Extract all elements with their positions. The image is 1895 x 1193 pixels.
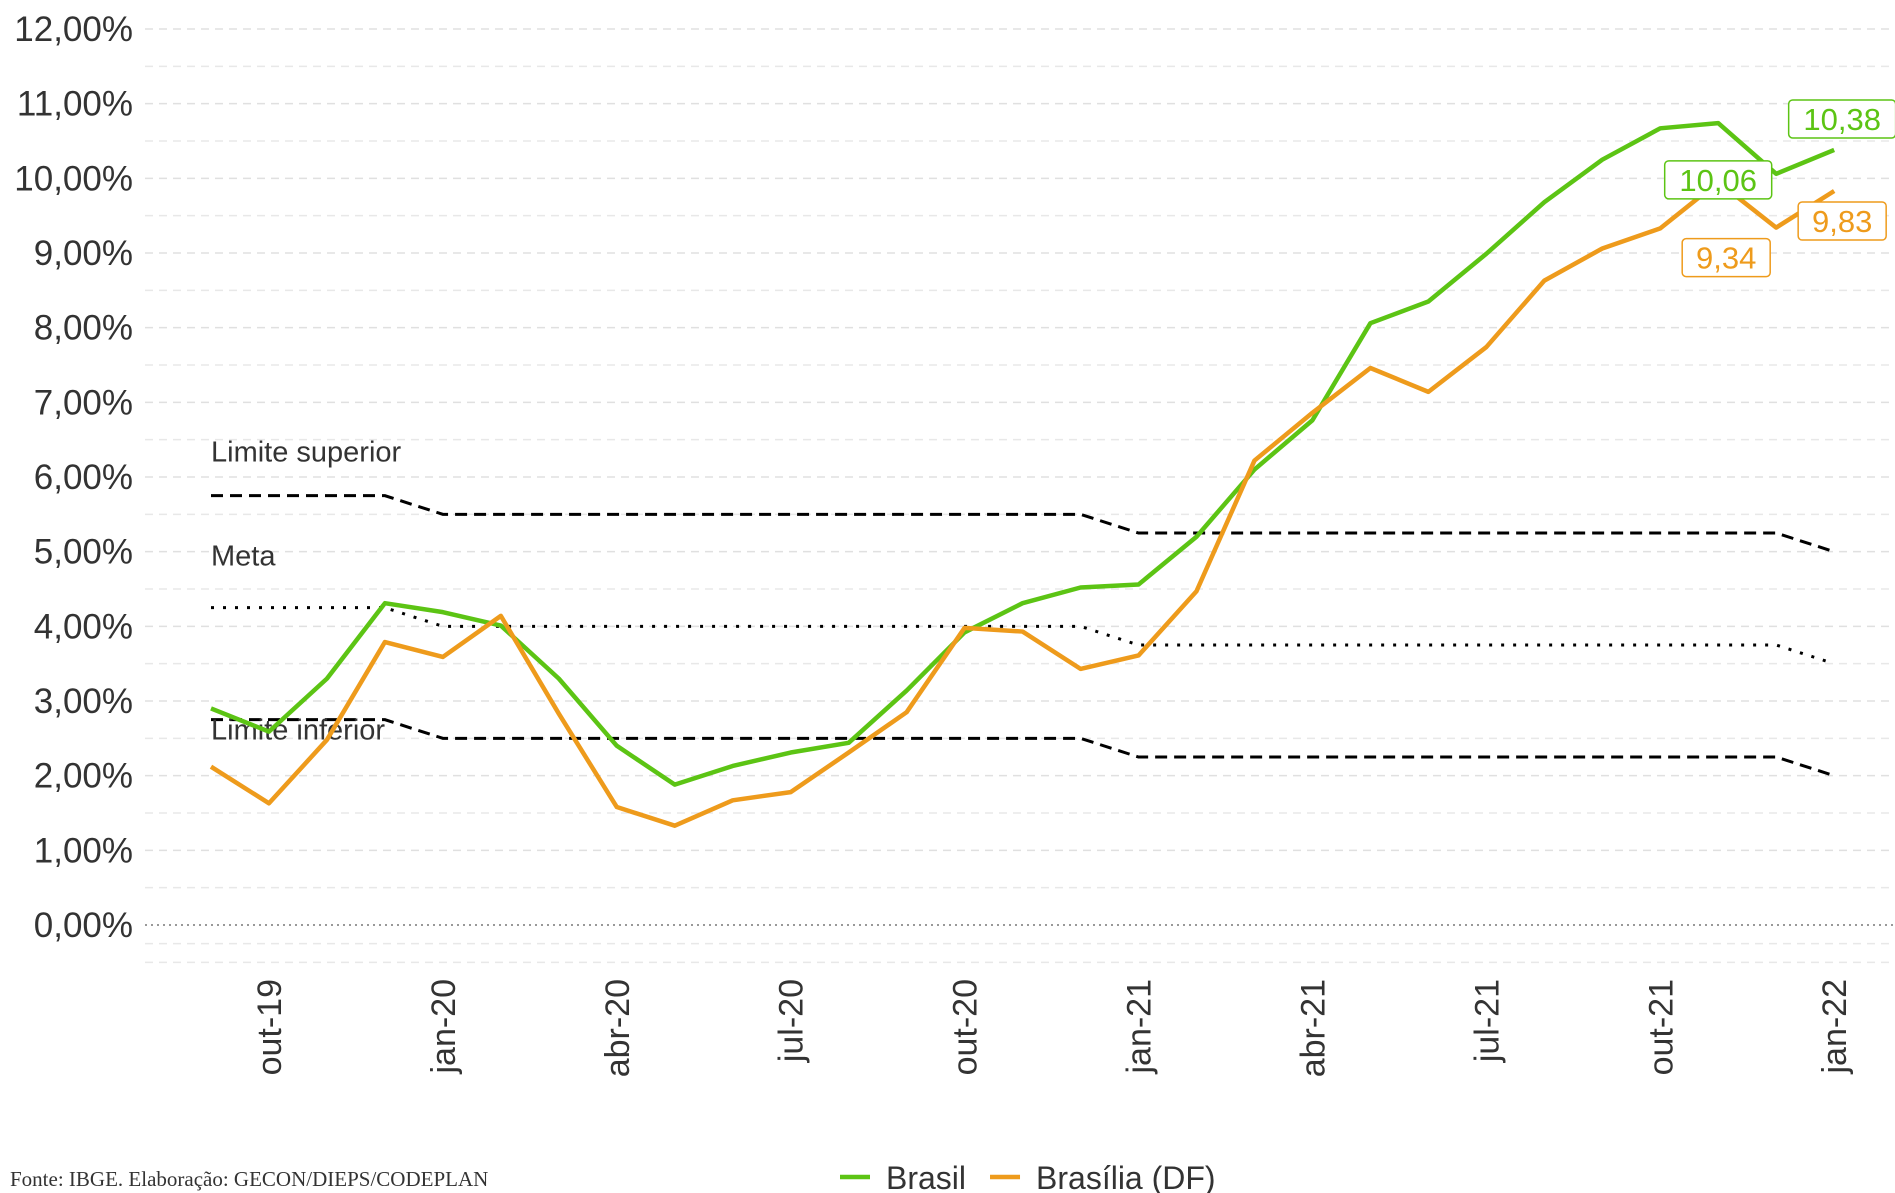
y-tick-label: 7,00% [34, 383, 133, 422]
value-label: 10,38 [1803, 102, 1881, 137]
y-tick-label: 2,00% [34, 757, 133, 796]
y-tick-label: 10,00% [14, 159, 133, 198]
y-tick-label: 9,00% [34, 234, 133, 273]
value-label-box [1681, 237, 1771, 278]
reference-label: Meta [211, 541, 276, 573]
x-tick-label: jan-20 [425, 979, 463, 1075]
y-tick-label: 8,00% [34, 309, 133, 348]
reference-label: Limite superior [211, 437, 402, 469]
x-tick-label: abr-21 [1294, 979, 1332, 1077]
y-tick-label: 1,00% [34, 831, 133, 870]
x-tick-label: jul-20 [773, 979, 811, 1063]
x-tick-label: out-21 [1642, 979, 1680, 1075]
source-note: Fonte: IBGE. Elaboração: GECON/DIEPS/COD… [10, 1167, 488, 1191]
y-tick-label: 11,00% [17, 85, 133, 124]
reference-line [211, 494, 1835, 554]
value-label: 9,83 [1812, 204, 1872, 239]
value-label-box [1787, 99, 1895, 139]
reference-line [211, 718, 1835, 778]
y-tick-label: 3,00% [34, 682, 133, 721]
x-tick-label: jan-22 [1816, 979, 1854, 1075]
reference-line [211, 606, 1835, 666]
y-tick-label: 4,00% [34, 607, 133, 646]
value-label: 9,34 [1696, 241, 1756, 276]
legend-label: Brasil [886, 1160, 966, 1193]
x-tick-label: abr-20 [599, 979, 637, 1077]
y-tick-label: 0,00% [34, 906, 133, 945]
x-tick-label: jan-21 [1121, 979, 1159, 1075]
x-tick-label: jul-21 [1468, 979, 1506, 1063]
value-label: 10,06 [1679, 163, 1757, 198]
value-label-box [1663, 160, 1773, 200]
legend-label: Brasília (DF) [1036, 1160, 1216, 1193]
y-tick-label: 5,00% [34, 533, 133, 572]
x-tick-label: out-19 [251, 979, 289, 1075]
y-tick-label: 12,00% [14, 10, 133, 49]
y-tick-label: 6,00% [34, 458, 133, 497]
value-label-box [1797, 201, 1887, 241]
series-line [209, 179, 1836, 828]
x-tick-label: out-20 [947, 979, 985, 1075]
series-line [210, 120, 1836, 787]
